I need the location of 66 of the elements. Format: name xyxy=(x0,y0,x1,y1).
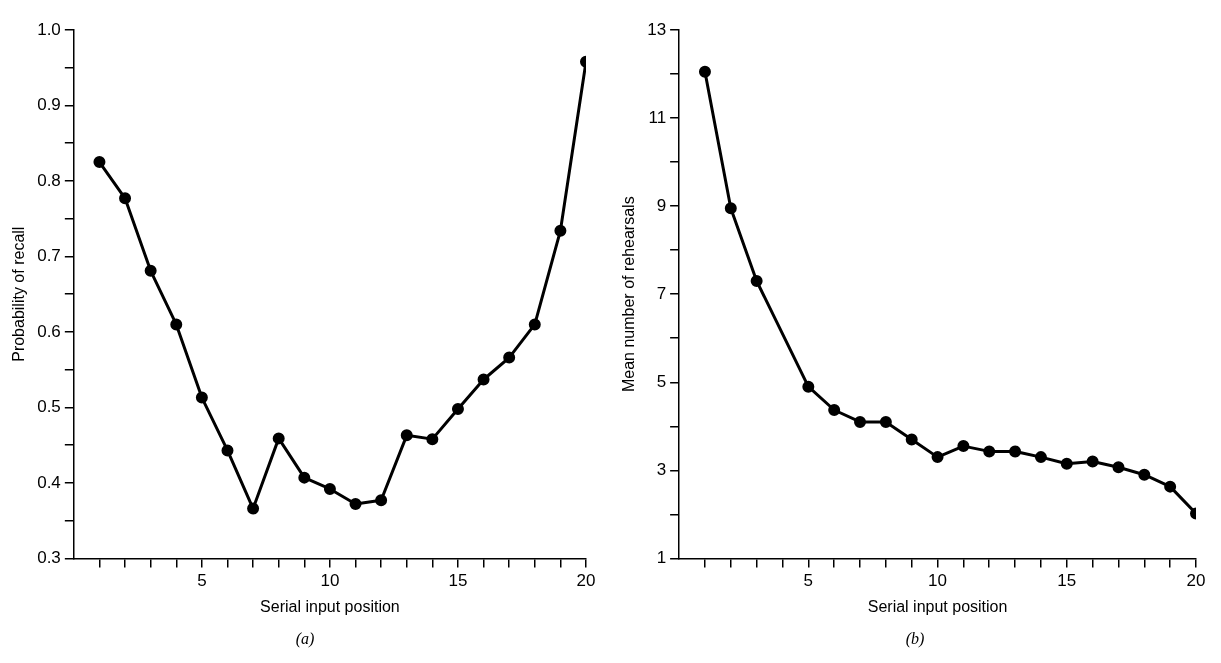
point xyxy=(426,433,439,446)
y-tick-label: 3 xyxy=(656,460,667,480)
y-tick-label: 0.3 xyxy=(37,548,61,568)
y-tick-label: 1 xyxy=(656,548,667,568)
point xyxy=(931,451,944,464)
x-axis-title: Serial input position xyxy=(260,597,400,615)
y-axis-title: Probability of recall xyxy=(10,226,28,362)
point xyxy=(554,224,567,237)
point xyxy=(750,274,763,287)
point xyxy=(451,402,464,415)
point xyxy=(195,391,208,404)
point xyxy=(1086,455,1099,468)
point xyxy=(400,429,413,442)
x-tick-label: 15 xyxy=(448,571,468,591)
x-tick-label: 15 xyxy=(1057,571,1077,591)
x-tick-label: 10 xyxy=(320,571,340,591)
point xyxy=(170,318,183,331)
point xyxy=(503,351,516,364)
point xyxy=(957,440,970,453)
point xyxy=(828,404,841,417)
point xyxy=(802,380,815,393)
text: (b) xyxy=(904,630,926,648)
y-tick-label: 0.7 xyxy=(37,246,61,266)
x-axis-title: Serial input position xyxy=(867,597,1008,615)
y-tick-label: 0.8 xyxy=(37,170,61,190)
y-axis-title: Mean number of rehearsals xyxy=(620,196,638,393)
point xyxy=(1112,461,1125,474)
point xyxy=(1060,457,1073,470)
point xyxy=(323,482,336,495)
point xyxy=(119,192,132,205)
text: (a) xyxy=(294,630,316,648)
y-tick-label: 0.6 xyxy=(37,321,61,341)
point xyxy=(1034,451,1047,464)
point xyxy=(272,432,285,445)
point xyxy=(1138,468,1151,481)
x-tick-label: 5 xyxy=(197,571,207,591)
point xyxy=(528,318,541,331)
point xyxy=(221,444,234,457)
x-tick-label: 20 xyxy=(1186,571,1206,591)
point xyxy=(983,445,996,458)
point xyxy=(1164,480,1177,493)
point xyxy=(905,433,918,446)
point xyxy=(144,264,157,277)
y-tick-label: 5 xyxy=(656,371,667,391)
x-tick-label: 5 xyxy=(803,571,814,591)
point xyxy=(854,415,867,428)
y-tick-label: 13 xyxy=(647,19,667,39)
x-tick-label: 10 xyxy=(928,571,948,591)
point xyxy=(698,65,711,78)
y-tick-label: 0.5 xyxy=(37,397,61,417)
y-tick-label: 7 xyxy=(656,283,667,303)
point xyxy=(375,494,388,507)
x-tick-label: 20 xyxy=(576,571,596,591)
y-tick-label: 9 xyxy=(656,195,667,215)
point xyxy=(477,373,490,386)
point xyxy=(349,498,362,511)
point xyxy=(298,471,311,484)
point xyxy=(1009,445,1022,458)
point xyxy=(247,502,260,515)
y-tick-label: 1.0 xyxy=(37,19,61,39)
y-tick-label: 0.9 xyxy=(37,95,61,115)
point xyxy=(724,202,737,215)
y-tick-label: 0.4 xyxy=(37,472,61,492)
y-tick-label: 11 xyxy=(648,107,667,127)
point xyxy=(879,415,892,428)
point xyxy=(93,156,106,169)
